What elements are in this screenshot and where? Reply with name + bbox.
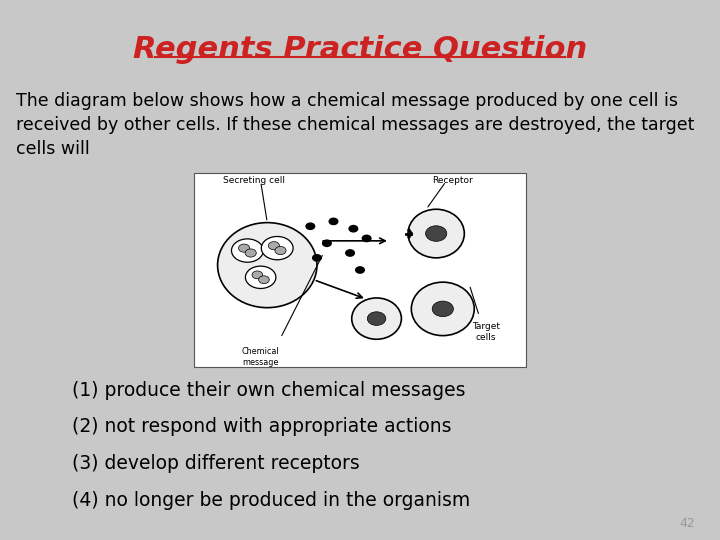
Circle shape <box>346 250 354 256</box>
FancyBboxPatch shape <box>194 173 526 367</box>
Circle shape <box>356 267 364 273</box>
Circle shape <box>275 246 286 255</box>
Circle shape <box>432 301 454 316</box>
Circle shape <box>246 266 276 288</box>
Text: The diagram below shows how a chemical message produced by one cell is
received : The diagram below shows how a chemical m… <box>16 92 694 158</box>
Text: Secreting cell: Secreting cell <box>223 177 285 185</box>
Circle shape <box>362 235 371 241</box>
Circle shape <box>323 240 331 246</box>
Text: 42: 42 <box>679 517 695 530</box>
Circle shape <box>258 276 269 284</box>
Circle shape <box>252 271 263 279</box>
Circle shape <box>349 226 358 232</box>
Text: (1) produce their own chemical messages: (1) produce their own chemical messages <box>72 381 466 400</box>
Text: (4) no longer be produced in the organism: (4) no longer be produced in the organis… <box>72 491 470 510</box>
Text: Target
cells: Target cells <box>472 322 500 342</box>
Circle shape <box>312 255 321 261</box>
Circle shape <box>261 237 293 260</box>
Circle shape <box>245 249 256 257</box>
Ellipse shape <box>352 298 402 339</box>
Text: (3) develop different receptors: (3) develop different receptors <box>72 454 360 473</box>
Text: Regents Practice Question: Regents Practice Question <box>133 35 587 64</box>
Circle shape <box>269 241 279 250</box>
Text: Chemical
message: Chemical message <box>242 347 279 367</box>
Text: Receptor: Receptor <box>433 177 473 185</box>
Circle shape <box>426 226 447 241</box>
Ellipse shape <box>217 222 317 308</box>
Circle shape <box>329 218 338 225</box>
Circle shape <box>232 239 264 262</box>
Circle shape <box>306 223 315 230</box>
Ellipse shape <box>408 209 464 258</box>
Ellipse shape <box>411 282 474 335</box>
Circle shape <box>238 244 250 252</box>
Text: (2) not respond with appropriate actions: (2) not respond with appropriate actions <box>72 417 451 436</box>
Circle shape <box>367 312 386 326</box>
